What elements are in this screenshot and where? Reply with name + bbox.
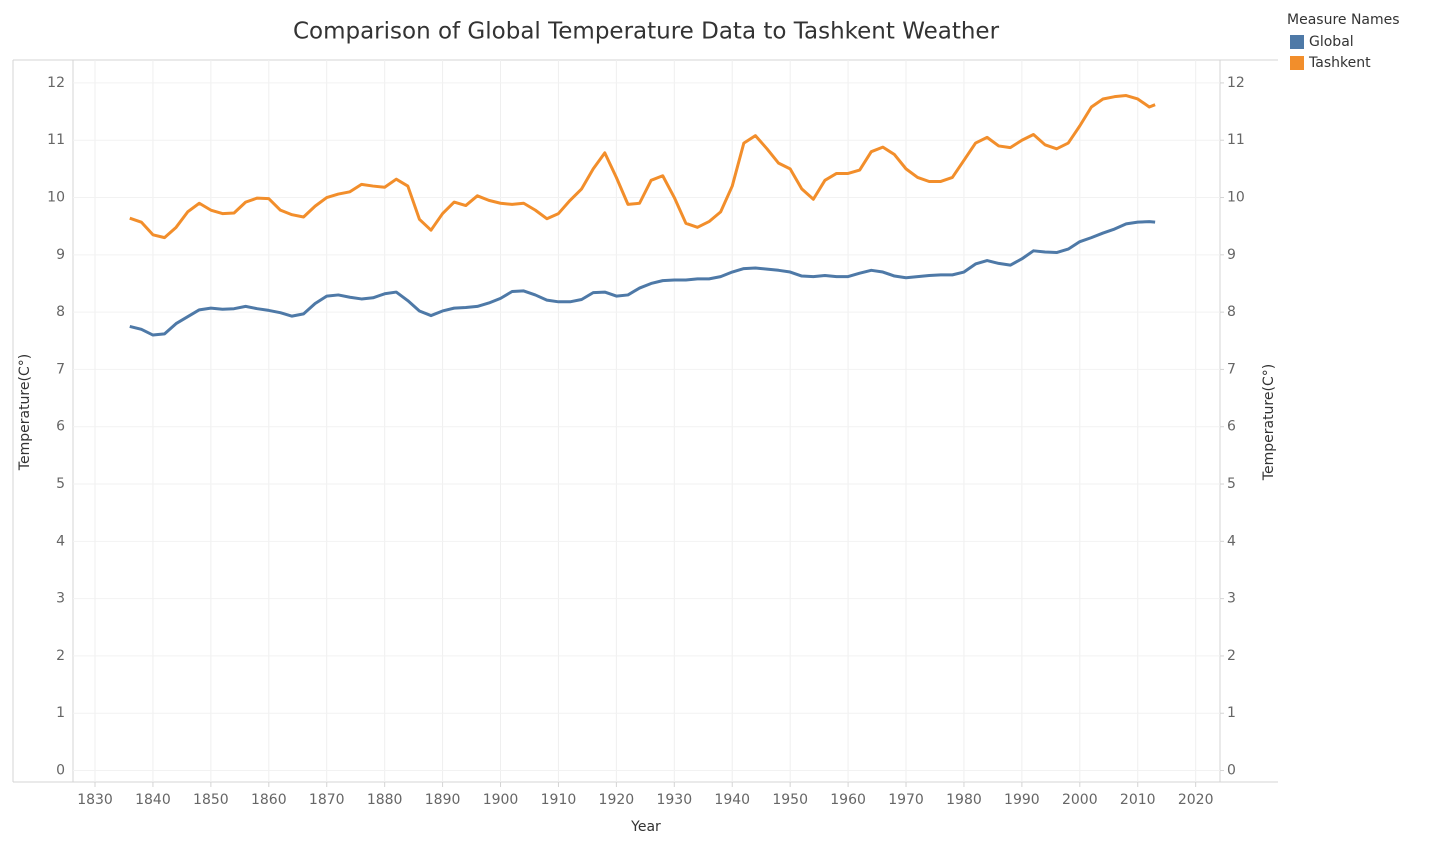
y-tick-label: 9 <box>56 247 65 263</box>
y-tick-label: 3 <box>56 591 65 607</box>
y2-tick-label: 4 <box>1227 533 1236 549</box>
y-tick-label: 11 <box>47 132 65 148</box>
y-tick-label: 2 <box>56 648 65 664</box>
x-axis-title: Year <box>630 819 661 835</box>
x-tick-label: 1830 <box>77 792 113 808</box>
y2-tick-label: 8 <box>1227 304 1236 320</box>
x-tick-label: 1840 <box>135 792 171 808</box>
x-tick-label: 1880 <box>367 792 403 808</box>
x-tick-label: 1870 <box>309 792 345 808</box>
x-tick-label: 1850 <box>193 792 229 808</box>
x-tick-label: 2000 <box>1062 792 1098 808</box>
y-tick-label: 5 <box>56 476 65 492</box>
legend-swatch <box>1290 56 1304 70</box>
x-tick-label: 1920 <box>599 792 635 808</box>
grid <box>73 60 1224 787</box>
x-tick-label: 2020 <box>1178 792 1214 808</box>
y2-tick-label: 1 <box>1227 705 1236 721</box>
y2-tick-label: 2 <box>1227 648 1236 664</box>
y-tick-label: 10 <box>47 190 65 206</box>
y2-axis-title: Temperature(C°) <box>1261 364 1277 481</box>
frame <box>12 59 1278 783</box>
y2-tick-label: 11 <box>1227 132 1245 148</box>
y2-tick-label: 7 <box>1227 361 1236 377</box>
legend-swatch <box>1290 35 1304 49</box>
y2-tick-label: 0 <box>1227 763 1236 779</box>
y2-tick-label: 5 <box>1227 476 1236 492</box>
x-tick-label: 1960 <box>830 792 866 808</box>
x-tick-label: 1900 <box>483 792 519 808</box>
y-tick-label: 12 <box>47 75 65 91</box>
x-tick-label: 1970 <box>888 792 924 808</box>
y-axis-title: Temperature(C°) <box>17 354 33 471</box>
series-line <box>129 94 1156 240</box>
y-tick-label: 4 <box>56 533 65 549</box>
y2-tick-label: 3 <box>1227 591 1236 607</box>
x-tick-label: 1980 <box>946 792 982 808</box>
x-tick-label: 1990 <box>1004 792 1040 808</box>
y2-tick-label: 6 <box>1227 419 1236 435</box>
x-tick-label: 1930 <box>656 792 692 808</box>
x-tick-label: 2010 <box>1120 792 1156 808</box>
y-tick-label: 0 <box>56 763 65 779</box>
series-line <box>129 220 1156 337</box>
x-tick-label: 1950 <box>772 792 808 808</box>
legend-label: Global <box>1309 34 1354 50</box>
y-tick-label: 6 <box>56 419 65 435</box>
y2-tick-label: 12 <box>1227 75 1245 91</box>
y-tick-label: 1 <box>56 705 65 721</box>
x-tick-label: 1860 <box>251 792 287 808</box>
y2-tick-label: 9 <box>1227 247 1236 263</box>
y-tick-label: 8 <box>56 304 65 320</box>
legend-label: Tashkent <box>1308 55 1371 71</box>
legend-title: Measure Names <box>1287 12 1400 28</box>
x-tick-label: 1910 <box>541 792 577 808</box>
y2-tick-label: 10 <box>1227 190 1245 206</box>
x-tick-label: 1940 <box>714 792 750 808</box>
chart-title: Comparison of Global Temperature Data to… <box>293 19 1000 45</box>
y-tick-label: 7 <box>56 361 65 377</box>
x-tick-label: 1890 <box>425 792 461 808</box>
plot <box>129 94 1156 337</box>
